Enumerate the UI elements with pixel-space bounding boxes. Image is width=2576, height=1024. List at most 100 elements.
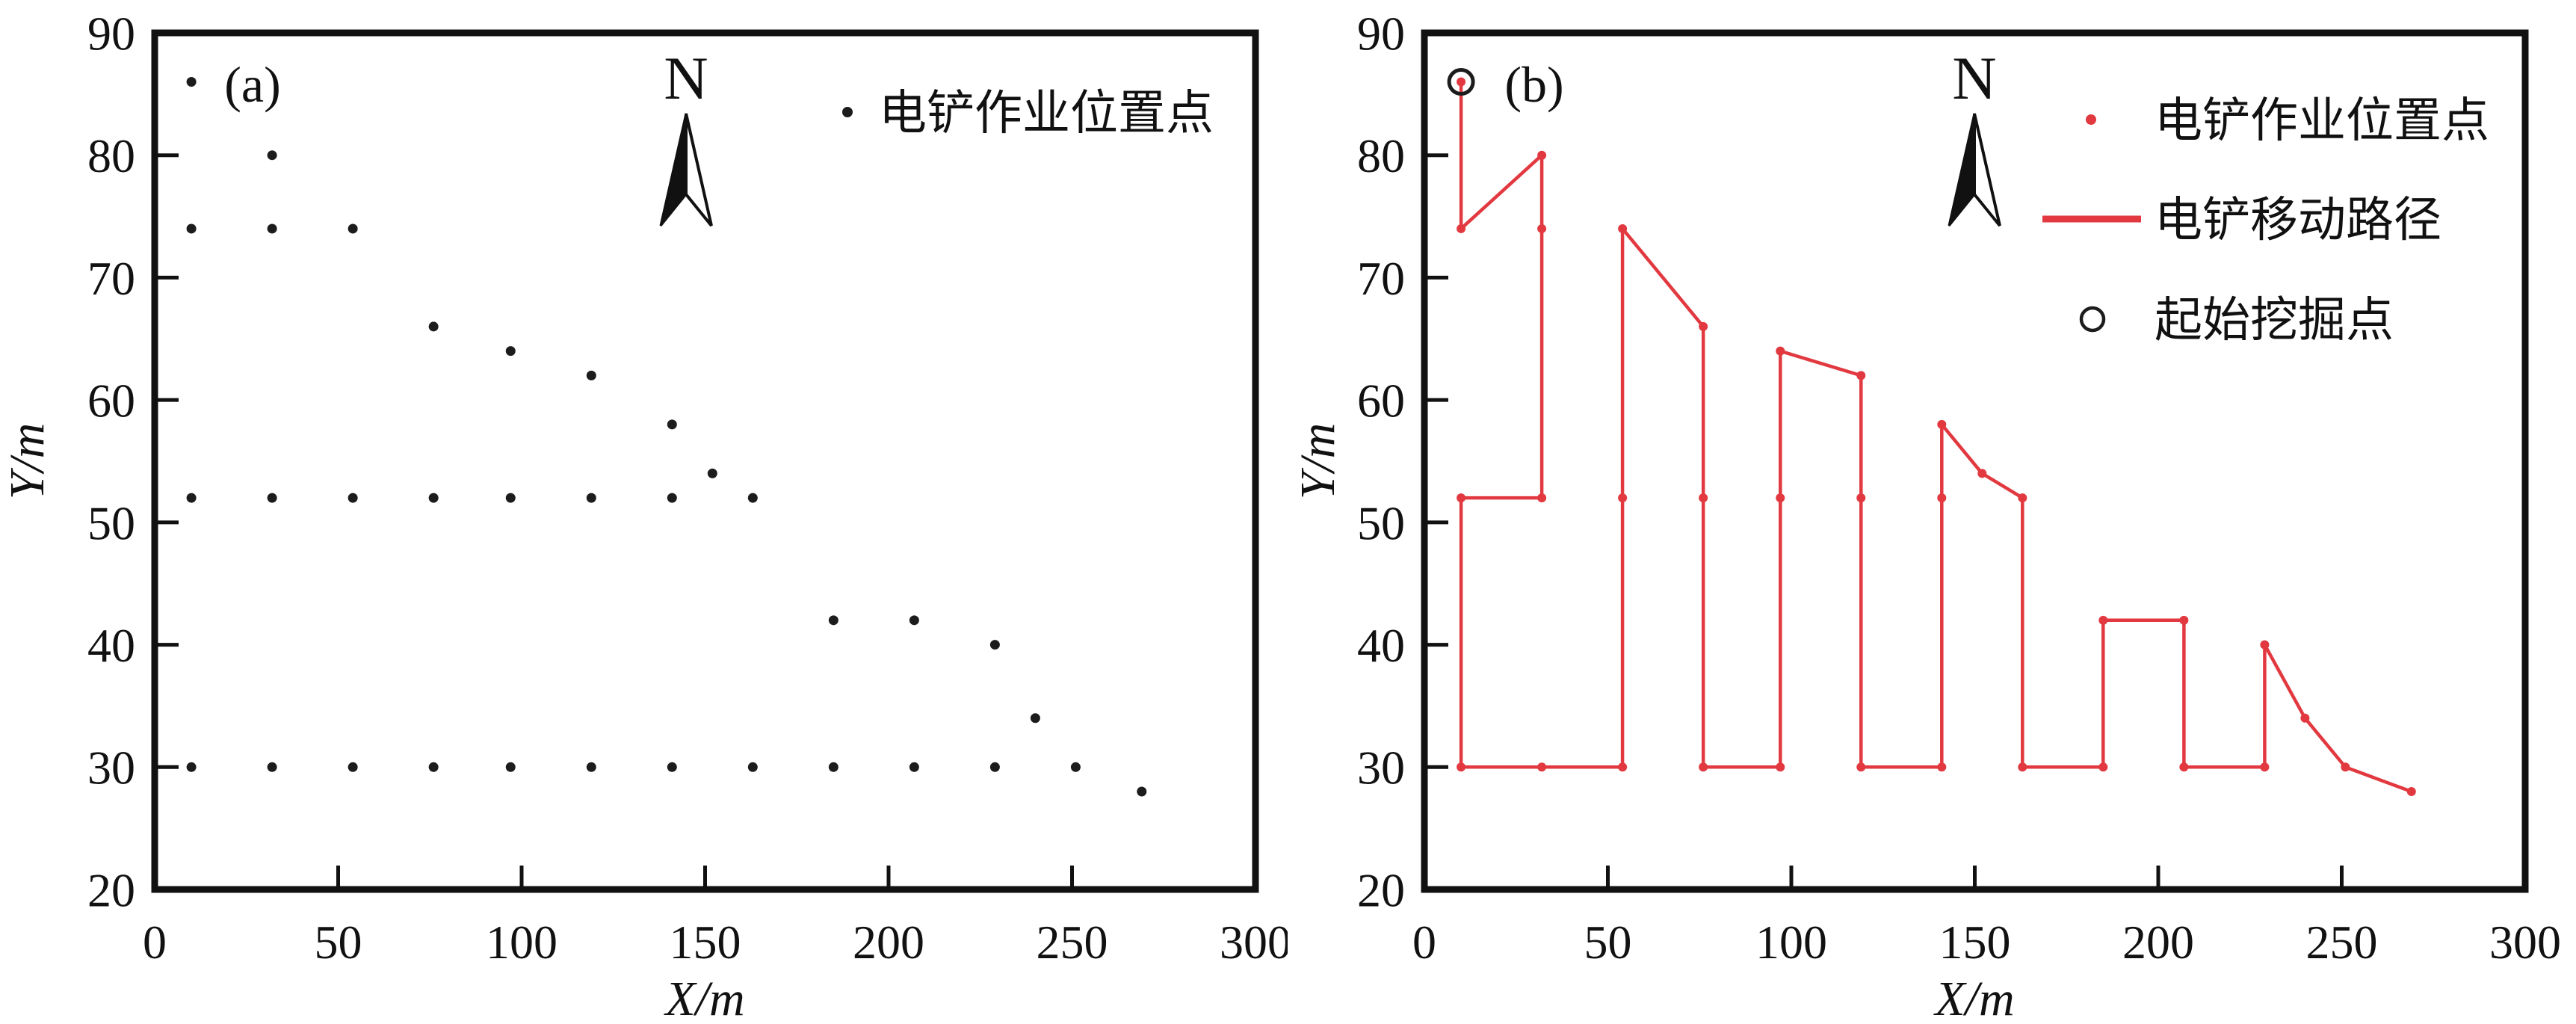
shovel-position-point (1977, 469, 1987, 478)
shovel-position-point (2406, 787, 2416, 797)
shovel-position-point (267, 223, 277, 234)
shovel-position-point (1537, 150, 1547, 160)
shovel-position-point (2260, 762, 2270, 772)
shovel-position-point (909, 615, 919, 626)
shovel-position-point (1776, 762, 1785, 772)
shovel-position-point (667, 419, 677, 430)
y-tick-label: 20 (1357, 863, 1405, 916)
shovel-position-point (1856, 493, 1866, 503)
shovel-position-point (186, 493, 197, 503)
panel-b: 0 50 100 150 200 250 300 20 30 40 50 60 70 80 90 X/m Y/m… (1288, 0, 2576, 1024)
x-tick-label: 0 (143, 916, 167, 969)
shovel-position-point (1457, 77, 1466, 87)
shovel-position-point (1457, 493, 1466, 503)
shovel-position-point (1537, 493, 1547, 503)
shovel-position-point (909, 762, 919, 772)
panel-a-plot: 0 50 100 150 200 250 300 20 30 40 50 60 70 80 90 X/m Y/m… (0, 7, 1288, 1024)
plot-box (1421, 29, 2529, 893)
shovel-position-point (2018, 493, 2027, 503)
legend-label: 电铲作业位置点 (2155, 94, 2489, 147)
start-excavation-point-marker (1447, 67, 1475, 96)
shovel-position-point (1856, 762, 1866, 772)
legend-label: 电铲作业位置点 (879, 87, 1214, 140)
panel-label: (a) (224, 56, 280, 113)
shovel-position-point (2300, 713, 2310, 723)
y-tick-label: 60 (1357, 374, 1405, 428)
x-tick-label: 300 (1220, 916, 1288, 969)
shovel-position-point (428, 321, 439, 332)
shovel-position-point (428, 762, 439, 772)
legend-dot-marker-icon (2086, 114, 2096, 125)
y-tick-label: 70 (87, 252, 135, 305)
legend-label: 电铲移动路径 (2155, 194, 2441, 247)
shovel-position-point (1937, 493, 1947, 503)
shovel-position-point (2260, 640, 2270, 650)
shovel-position-point (707, 468, 717, 478)
shovel-position-point (186, 762, 197, 772)
shovel-position-point (1776, 493, 1785, 503)
y-tick-label: 20 (87, 863, 135, 916)
panel-b-plot: 0 50 100 150 200 250 300 20 30 40 50 60 70 80 90 X/m Y/m… (1291, 7, 2561, 1024)
x-tick-label: 150 (1939, 916, 2011, 969)
shovel-position-point (2179, 615, 2189, 625)
north-label: N (664, 44, 708, 112)
y-tick-label: 30 (87, 741, 135, 795)
shovel-position-point (1137, 786, 1147, 797)
shovel-position-point (348, 223, 358, 234)
y-tick-label: 80 (1357, 129, 1405, 182)
shovel-position-point (586, 762, 596, 772)
y-tick-label: 90 (1357, 7, 1405, 60)
shovel-position-point (348, 493, 358, 503)
y-tick-label: 50 (87, 496, 135, 549)
shovel-position-point (1030, 713, 1040, 724)
shovel-position-point (505, 762, 516, 772)
shovel-position-point (747, 762, 758, 772)
y-tick-label: 50 (1357, 496, 1405, 549)
north-label: N (1952, 44, 1996, 112)
shovel-position-point (1699, 762, 1708, 772)
x-tick-label: 0 (1412, 916, 1436, 969)
north-arrow-icon (1948, 113, 1976, 226)
shovel-position-point (1618, 223, 1628, 233)
x-tick-label: 50 (1584, 916, 1632, 969)
shovel-position-point (1618, 762, 1628, 772)
shovel-position-point (1618, 493, 1628, 503)
y-tick-label: 40 (1357, 619, 1405, 672)
shovel-position-point (828, 762, 838, 772)
shovel-position-point (1937, 762, 1947, 772)
shovel-position-point (2179, 762, 2189, 772)
shovel-position-point (267, 493, 277, 503)
shovel-position-point (1537, 223, 1547, 233)
shovel-position-point (1699, 493, 1708, 503)
legend-dot-marker-icon (842, 107, 853, 117)
x-tick-label: 100 (1755, 916, 1827, 969)
shovel-position-point (2098, 762, 2108, 772)
north-arrow-icon (685, 113, 713, 227)
x-axis-title: X/m (1933, 972, 2014, 1024)
shovel-position-point (186, 223, 197, 234)
legend-label: 起始挖掘点 (2155, 294, 2394, 347)
shovel-position-point (267, 762, 277, 772)
panel-label: (b) (1504, 56, 1563, 113)
shovel-position-point (1856, 371, 1866, 380)
shovel-path-line (1459, 81, 2412, 794)
shovel-position-point (667, 762, 677, 772)
panel-a: 0 50 100 150 200 250 300 20 30 40 50 60 70 80 90 X/m Y/m… (0, 7, 1288, 1024)
y-tick-label: 40 (87, 619, 135, 672)
north-arrow-icon (1973, 113, 2001, 227)
shovel-position-point (2098, 615, 2108, 625)
y-tick-label: 30 (1357, 741, 1405, 795)
shovel-position-point (989, 762, 1000, 772)
shovel-position-point (1070, 762, 1081, 772)
y-axis-title: Y/m (0, 423, 55, 500)
y-tick-label: 70 (1357, 252, 1405, 305)
shovel-position-point (1699, 321, 1708, 331)
shovel-position-point (667, 493, 677, 503)
shovel-position-point (428, 493, 439, 503)
shovel-position-point (267, 150, 277, 161)
shovel-position-point (505, 346, 516, 357)
x-tick-label: 200 (2122, 916, 2194, 969)
y-tick-label: 80 (87, 129, 135, 182)
legend-open-circle-marker-icon (2079, 306, 2106, 333)
